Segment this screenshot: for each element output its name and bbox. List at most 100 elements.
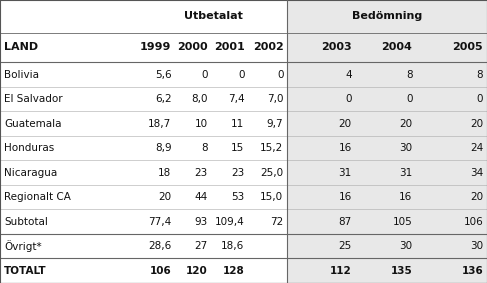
Text: 2002: 2002 [253,42,283,52]
Text: 15,2: 15,2 [260,143,283,153]
Text: Guatemala: Guatemala [4,119,61,128]
Text: Övrigt*: Övrigt* [4,240,41,252]
Text: 25,0: 25,0 [261,168,283,178]
Text: 2001: 2001 [214,42,244,52]
Text: 0: 0 [406,94,412,104]
Text: 8,0: 8,0 [191,94,208,104]
Text: 72: 72 [270,217,283,227]
Text: 20: 20 [470,119,483,128]
Bar [287,209,487,234]
Bar [0,111,487,136]
Bar [287,258,487,283]
Text: 136: 136 [461,266,483,276]
Text: 16: 16 [338,192,352,202]
Text: 2003: 2003 [321,42,352,52]
Text: 31: 31 [338,168,352,178]
Text: 0: 0 [277,70,283,80]
Bar [287,111,487,136]
Text: 31: 31 [399,168,412,178]
Text: 109,4: 109,4 [215,217,244,227]
Text: 128: 128 [223,266,244,276]
Text: 5,6: 5,6 [155,70,171,80]
Text: 23: 23 [231,168,244,178]
Bar [287,33,487,62]
Text: 0: 0 [345,94,352,104]
Text: 18,7: 18,7 [148,119,171,128]
Bar [0,33,487,62]
Text: 30: 30 [470,241,483,251]
Text: 8,9: 8,9 [155,143,171,153]
Text: 20: 20 [470,192,483,202]
Text: 28,6: 28,6 [148,241,171,251]
Text: 16: 16 [338,143,352,153]
Text: 4: 4 [345,70,352,80]
Text: LAND: LAND [4,42,38,52]
Text: 15: 15 [231,143,244,153]
Text: 18: 18 [158,168,171,178]
Text: Bolivia: Bolivia [4,70,39,80]
Bar [287,62,487,87]
Text: Utbetalat: Utbetalat [184,11,243,21]
Text: 77,4: 77,4 [148,217,171,227]
Text: 112: 112 [330,266,352,276]
Text: 2000: 2000 [177,42,208,52]
Bar [287,185,487,209]
Bar [0,185,487,209]
Text: Nicaragua: Nicaragua [4,168,57,178]
Bar [287,0,487,33]
Text: 0: 0 [238,70,244,80]
Text: TOTALT: TOTALT [4,266,47,276]
Text: 25: 25 [338,241,352,251]
Text: 2004: 2004 [382,42,412,52]
Text: 20: 20 [399,119,412,128]
Text: El Salvador: El Salvador [4,94,62,104]
Text: Subtotal: Subtotal [4,217,48,227]
Text: 106: 106 [150,266,171,276]
Text: 8: 8 [201,143,208,153]
Text: 6,2: 6,2 [155,94,171,104]
Text: 53: 53 [231,192,244,202]
Text: 7,0: 7,0 [267,94,283,104]
Text: 15,0: 15,0 [261,192,283,202]
Bar [0,0,487,33]
Bar [287,87,487,111]
Bar [0,160,487,185]
Bar [0,87,487,111]
Text: 30: 30 [399,143,412,153]
Text: 8: 8 [476,70,483,80]
Text: 0: 0 [477,94,483,104]
Text: 120: 120 [186,266,208,276]
Text: Regionalt CA: Regionalt CA [4,192,71,202]
Text: 93: 93 [195,217,208,227]
Text: 10: 10 [195,119,208,128]
Text: 16: 16 [399,192,412,202]
Bar [0,258,487,283]
Text: 8: 8 [406,70,412,80]
Text: 20: 20 [338,119,352,128]
Text: 7,4: 7,4 [228,94,244,104]
Text: 27: 27 [195,241,208,251]
Bar [0,209,487,234]
Text: 2005: 2005 [452,42,483,52]
Text: 105: 105 [393,217,412,227]
Text: 23: 23 [195,168,208,178]
Text: 106: 106 [463,217,483,227]
Bar [0,62,487,87]
Text: 0: 0 [202,70,208,80]
Text: Honduras: Honduras [4,143,54,153]
Text: 9,7: 9,7 [267,119,283,128]
Text: 24: 24 [470,143,483,153]
Bar [287,234,487,258]
Text: 11: 11 [231,119,244,128]
Text: 34: 34 [470,168,483,178]
Text: 30: 30 [399,241,412,251]
Text: 44: 44 [195,192,208,202]
Bar [0,136,487,160]
Bar [0,234,487,258]
Text: 87: 87 [338,217,352,227]
Bar [287,160,487,185]
Text: 20: 20 [158,192,171,202]
Text: 135: 135 [391,266,412,276]
Text: Bedömning: Bedömning [352,11,422,21]
Bar [287,136,487,160]
